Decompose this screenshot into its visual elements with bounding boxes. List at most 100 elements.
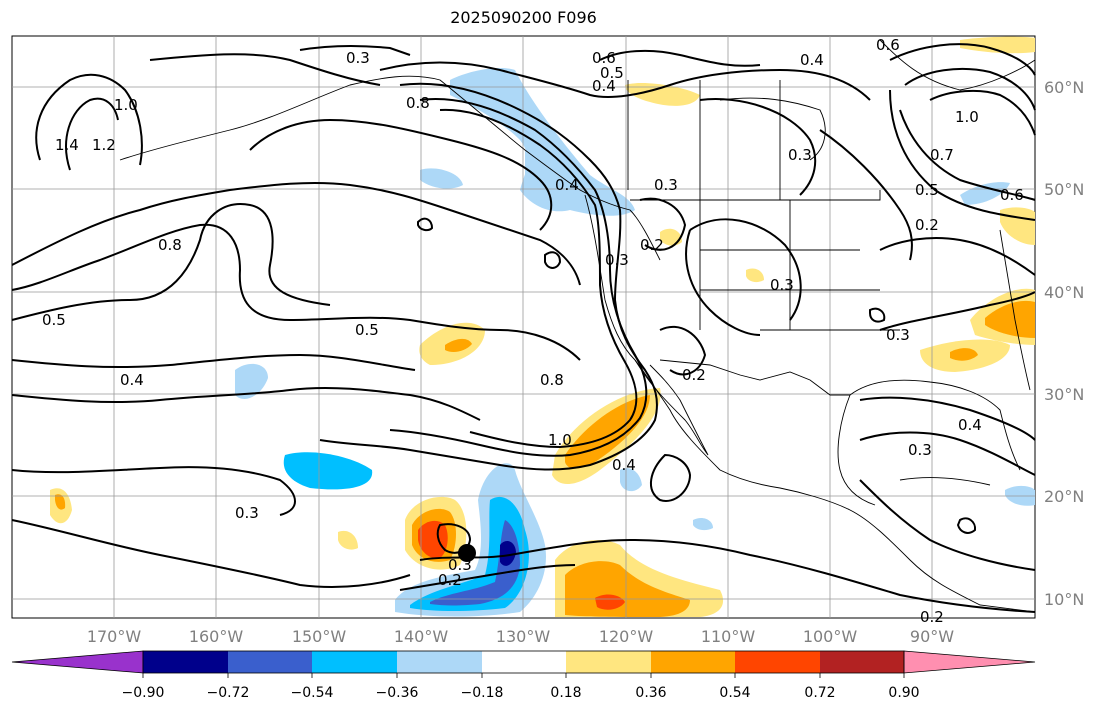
north-america-west-coast <box>584 194 1036 613</box>
negative-anomaly-small-4 <box>620 468 642 492</box>
colorbar-bin <box>312 651 397 673</box>
colorbar-bin <box>735 651 820 673</box>
colorbar-tick-label: −0.72 <box>207 685 250 701</box>
positive-anomaly-tc-west-core <box>418 520 448 559</box>
contour-label: 0.3 <box>770 276 794 294</box>
lon-label-130w: 130°W <box>496 627 551 646</box>
positive-anomaly-small-3 <box>338 530 358 550</box>
colorbar-tick-label: 0.18 <box>550 685 581 701</box>
positive-anomaly-top-right <box>960 36 1035 54</box>
lon-label-170w: 170°W <box>87 627 142 646</box>
negative-anomaly-small-2 <box>235 363 268 399</box>
colorbar-ticks <box>142 673 905 678</box>
colorbar-tick-label: 0.54 <box>719 685 750 701</box>
hudson-bay <box>719 97 826 161</box>
contour-label: 0.5 <box>915 181 939 199</box>
mexico-border <box>659 359 850 396</box>
contour-label: 0.6 <box>1000 186 1024 204</box>
gulf-of-mexico-coast <box>837 379 1021 506</box>
lon-label-160w: 160°W <box>189 627 244 646</box>
contour-label: 0.6 <box>592 49 616 67</box>
contour-label: 0.2 <box>915 216 939 234</box>
contour-label: 0.7 <box>930 146 954 164</box>
gridlines <box>12 36 1035 618</box>
us-state-lines <box>699 200 900 331</box>
negative-anomaly-tc-east-deep <box>500 540 516 566</box>
contour-label: 0.6 <box>876 36 900 54</box>
contour-label: 0.4 <box>612 456 636 474</box>
cuba <box>899 477 991 486</box>
colorbar-bin <box>651 651 735 673</box>
positive-anomaly-west-edge-core <box>55 494 66 510</box>
greenland-coast <box>879 39 1036 91</box>
colorbar-bin <box>143 651 228 673</box>
colorbar-high-extend <box>903 650 1036 674</box>
contours <box>11 43 1036 613</box>
lon-label-120w: 120°W <box>599 627 654 646</box>
positive-anomaly-small-5 <box>660 228 682 246</box>
contour-label: 0.3 <box>605 251 629 269</box>
lon-label-150w: 150°W <box>292 627 347 646</box>
colorbar-tick-label: −0.36 <box>376 685 419 701</box>
contour-label: 0.4 <box>120 371 144 389</box>
colorbar-bin <box>482 651 566 673</box>
negative-anomaly-bc-coast <box>525 150 590 211</box>
lat-label-20n: 20°N <box>1044 487 1084 506</box>
colorbar-bin <box>228 651 312 673</box>
contour-label: 0.8 <box>540 371 564 389</box>
positive-anomaly-southeast-us-core <box>950 348 978 361</box>
colorbar-tick-label: −0.18 <box>461 685 504 701</box>
colorbar-tick-label: −0.90 <box>122 685 165 701</box>
colorbar-low-extend <box>11 650 144 674</box>
contour-label: 0.3 <box>346 49 370 67</box>
lon-label-100w: 100°W <box>803 627 858 646</box>
contour-label: 0.5 <box>42 311 66 329</box>
negative-anomaly-small-1 <box>420 168 463 189</box>
lat-label-60n: 60°N <box>1044 78 1084 97</box>
colorbar-tick-label: −0.54 <box>291 685 334 701</box>
contour-label: 0.4 <box>958 416 982 434</box>
positive-anomaly-east-pacific-max <box>595 594 625 610</box>
negative-anomaly-labrador <box>960 182 1010 205</box>
contour-label: 0.3 <box>788 146 812 164</box>
lat-label-30n: 30°N <box>1044 385 1084 404</box>
contour-label: 0.8 <box>406 94 430 112</box>
lat-label-40n: 40°N <box>1044 283 1084 302</box>
negative-anomaly-gulf-alaska <box>450 68 635 216</box>
negative-anomaly-small-6 <box>693 517 713 531</box>
contour-label: 1.0 <box>114 96 138 114</box>
lat-label-10n: 10°N <box>1044 590 1084 609</box>
baja-peninsula <box>634 359 709 456</box>
contour-label: 1.4 <box>55 136 79 154</box>
contour-label: 0.8 <box>158 236 182 254</box>
contour-label: 0.5 <box>600 64 624 82</box>
contour-label: 1.2 <box>92 136 116 154</box>
contour-labels: 0.3 0.6 0.5 0.4 0.8 1.0 1.4 1.2 0.8 0.5 … <box>42 36 1024 626</box>
longitude-labels: 170°W 160°W 150°W 140°W 130°W 120°W 110°… <box>87 627 954 646</box>
map-panel: 0.3 0.6 0.5 0.4 0.8 1.0 1.4 1.2 0.8 0.5 … <box>11 35 1036 626</box>
lon-label-110w: 110°W <box>701 627 756 646</box>
contour-label: 0.2 <box>438 571 462 589</box>
latitude-labels: 60°N 50°N 40°N 30°N 20°N 10°N <box>1044 78 1084 609</box>
positive-anomaly-small-7 <box>746 268 764 283</box>
contour-label: 0.2 <box>682 366 706 384</box>
positive-anomaly-appalachians-core <box>985 300 1035 338</box>
colorbar-bin <box>820 651 904 673</box>
contour-label: 0.3 <box>654 176 678 194</box>
contour-label: 0.4 <box>592 77 616 95</box>
coastlines <box>119 39 1036 613</box>
positive-anomaly-offshore-core <box>565 395 650 469</box>
contour-label: 1.0 <box>548 431 572 449</box>
contour-label: 0.3 <box>908 441 932 459</box>
contour-label: 0.2 <box>640 236 664 254</box>
colorbar: −0.90 −0.72 −0.54 −0.36 −0.18 0.18 0.36 … <box>11 650 1036 701</box>
contour-label: 0.5 <box>355 321 379 339</box>
positive-anomaly-hudson <box>625 83 700 106</box>
contour-label: 0.4 <box>555 176 579 194</box>
lon-label-90w: 90°W <box>910 627 954 646</box>
colorbar-tick-label: 0.90 <box>888 685 919 701</box>
colorbar-bin <box>566 651 651 673</box>
lon-label-140w: 140°W <box>394 627 449 646</box>
negative-anomaly-tc-east-core <box>430 520 520 606</box>
